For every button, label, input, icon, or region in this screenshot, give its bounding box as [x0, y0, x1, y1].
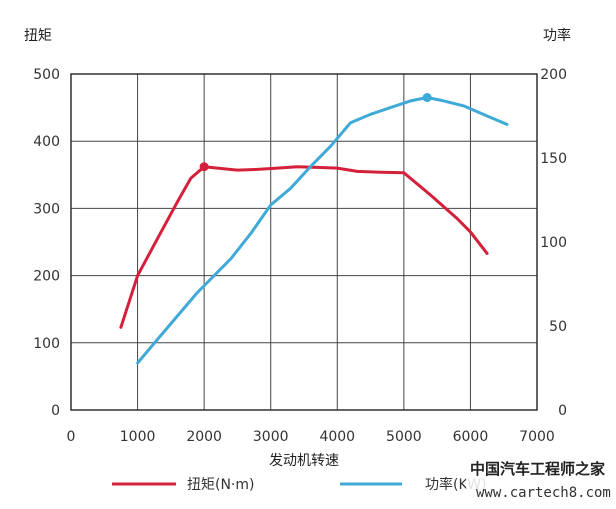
series-peak-marker-0 [199, 162, 209, 172]
y-right-tick-label-0: 0 [558, 403, 567, 419]
y-right-tick-label-3: 150 [540, 151, 567, 167]
x-tick-label-0: 0 [67, 429, 76, 445]
x-tick-label-4: 4000 [319, 429, 355, 445]
y-right-tick-label-1: 50 [549, 319, 567, 335]
series-line-1 [136, 96, 509, 365]
series-peak-marker-1 [422, 93, 432, 103]
legend-label-torque: 扭矩(N·m) [187, 477, 254, 493]
x-tick-label-6: 6000 [453, 429, 489, 445]
y-left-tick-label-0: 0 [51, 403, 60, 419]
y-left-tick-label-4: 400 [33, 134, 60, 150]
x-tick-label-1: 1000 [120, 429, 156, 445]
tick-labels: 0 1000 2000 3000 4000 5000 6000 700001002003004… [33, 67, 567, 445]
legend: 扭矩(N·m) 功率(KW) [112, 476, 486, 493]
plot-frame [70, 73, 538, 411]
x-tick-label-2: 2000 [186, 429, 222, 445]
watermark-name: 中国汽车工程师之家 [470, 460, 605, 478]
watermark-backdrop [466, 456, 614, 504]
y-left-tick-label-5: 500 [33, 67, 60, 83]
watermark: 中国汽车工程师之家 www.cartech8.com [466, 456, 614, 504]
y-right-tick-label-2: 100 [540, 235, 567, 251]
series-lines [119, 93, 509, 365]
series-line-0 [119, 165, 489, 329]
x-tick-label-7: 7000 [519, 429, 555, 445]
y-left-tick-label-1: 100 [33, 336, 60, 352]
y-left-tick-label-3: 300 [33, 201, 60, 217]
x-axis-title: 发动机转速 [269, 453, 339, 469]
y-left-tick-label-2: 200 [33, 269, 60, 285]
watermark-url: www.cartech8.com [476, 485, 611, 501]
x-tick-label-5: 5000 [386, 429, 422, 445]
x-tick-label-3: 3000 [253, 429, 289, 445]
grid [71, 74, 537, 410]
y-right-tick-label-4: 200 [540, 67, 567, 83]
left-axis-title: 扭矩 [24, 28, 52, 44]
right-axis-title: 功率 [543, 27, 571, 44]
